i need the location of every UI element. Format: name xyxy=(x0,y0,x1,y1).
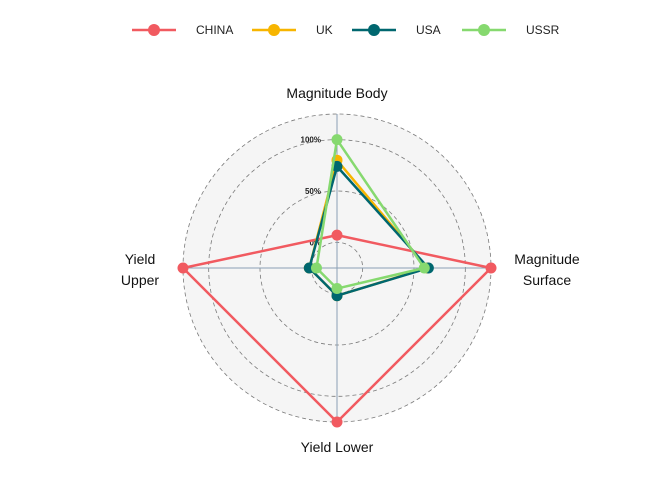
legend-label: USSR xyxy=(526,23,560,37)
axis-label: Magnitude Body xyxy=(286,85,387,101)
data-point xyxy=(177,262,189,274)
grid-label: 50% xyxy=(305,187,321,196)
legend-key-point xyxy=(368,24,380,36)
legend-label: UK xyxy=(316,23,333,37)
grid-label: 100% xyxy=(301,136,321,145)
data-point xyxy=(310,262,322,274)
legend: CHINA UK USA USSR xyxy=(132,23,560,37)
legend-item: CHINA xyxy=(132,23,233,37)
data-point xyxy=(331,416,343,428)
axis-label: Yield Lower xyxy=(301,439,374,455)
data-point xyxy=(418,262,430,274)
axis-label: Yield Upper xyxy=(121,251,159,288)
legend-label: CHINA xyxy=(196,23,233,37)
axis-labels: Magnitude Body Magnitude Surface Yield Lowe… xyxy=(121,85,580,455)
legend-key-point xyxy=(478,24,490,36)
legend-key-point xyxy=(268,24,280,36)
series-china xyxy=(177,229,497,428)
legend-item: UK xyxy=(252,23,333,37)
data-point xyxy=(331,134,343,146)
legend-item: USA xyxy=(352,23,441,37)
series-ussr xyxy=(310,134,430,295)
legend-item: USSR xyxy=(462,23,560,37)
legend-key-point xyxy=(148,24,160,36)
data-point xyxy=(485,262,497,274)
data-point xyxy=(331,229,343,241)
legend-label: USA xyxy=(416,23,441,37)
axis-label: Magnitude Surface xyxy=(514,251,580,288)
data-point xyxy=(331,283,343,295)
series-layer xyxy=(177,134,497,428)
